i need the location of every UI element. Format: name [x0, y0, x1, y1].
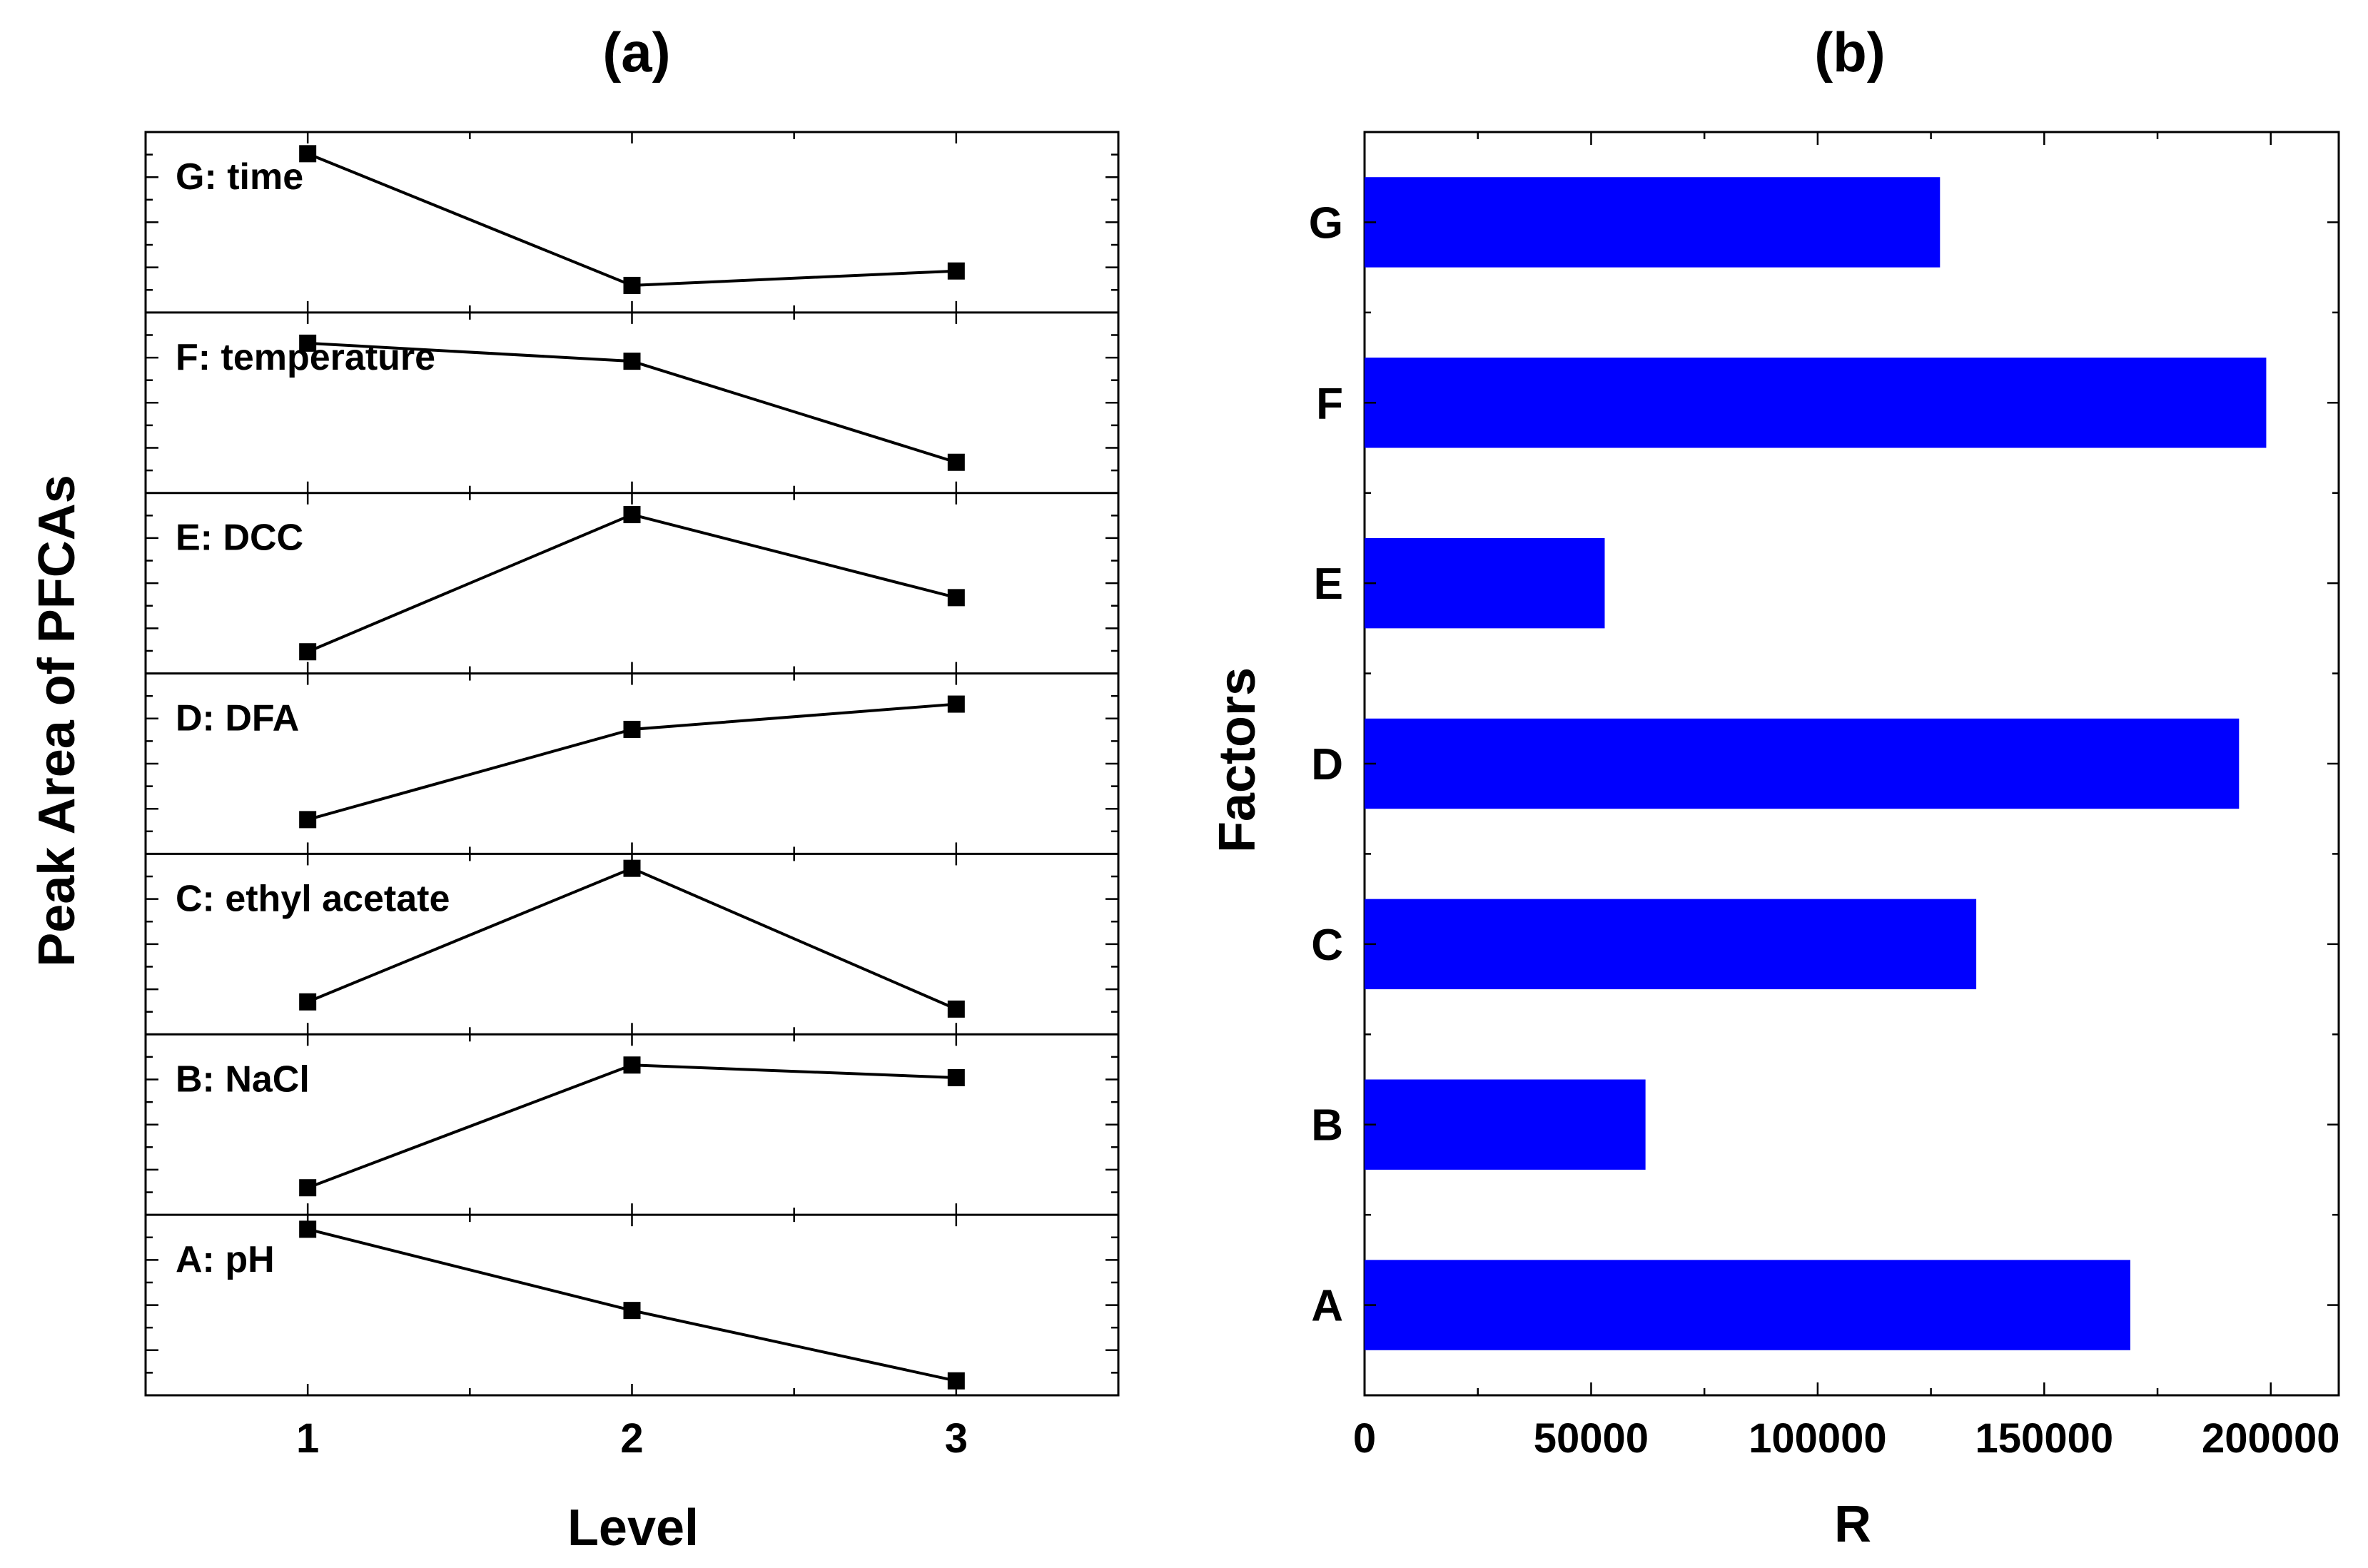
bar-F — [1365, 358, 2267, 448]
panel-a-x-axis-title: Level — [567, 1499, 699, 1557]
category-label: C — [1311, 921, 1343, 970]
data-point — [623, 859, 641, 877]
data-point — [947, 262, 965, 280]
panel-a-y-axis-title: Peak Area of PFCAs — [29, 475, 86, 967]
series-line — [307, 1063, 956, 1190]
data-point — [299, 811, 317, 829]
data-point — [299, 1179, 317, 1197]
category-label: A — [1311, 1282, 1343, 1331]
data-point — [947, 589, 965, 607]
category-label: G — [1309, 198, 1343, 248]
factor-label: G: time — [176, 156, 303, 198]
data-point — [947, 1372, 965, 1390]
data-point — [947, 453, 965, 471]
data-point — [623, 720, 641, 738]
x-tick-label: 150000 — [1975, 1415, 2114, 1462]
bar-E — [1365, 537, 1605, 629]
series-line — [307, 152, 956, 287]
x-tick-label: 1 — [296, 1415, 319, 1462]
x-tick-label: 200000 — [2202, 1415, 2340, 1462]
factor-label: F: temperature — [176, 337, 435, 378]
data-point — [623, 1056, 641, 1074]
x-tick-label: 0 — [1353, 1415, 1376, 1462]
factor-label: C: ethyl acetate — [176, 878, 450, 919]
data-point — [947, 1000, 965, 1018]
bar-G — [1365, 177, 1941, 268]
bar-C — [1365, 899, 1977, 990]
factor-label: B: NaCl — [176, 1058, 310, 1100]
factor-label: A: pH — [176, 1239, 275, 1280]
data-point — [623, 506, 641, 524]
panel-b-title: (b) — [1814, 21, 1886, 84]
factor-label: E: DCC — [176, 517, 303, 559]
data-point — [299, 1220, 317, 1238]
panel-b-range-bars: G F E D C B A 0 50000 100000 150000 200000 — [1309, 131, 2340, 1462]
panel-b-x-axis-title: R — [1834, 1496, 1871, 1553]
category-label: F — [1316, 379, 1343, 428]
bar-B — [1365, 1079, 1646, 1170]
x-tick-label: 100000 — [1749, 1415, 1887, 1462]
x-tick-label: 2 — [620, 1415, 643, 1462]
data-point — [299, 993, 317, 1011]
category-label: D — [1311, 740, 1343, 789]
panel-b-y-axis-title: Factors — [1209, 667, 1266, 853]
data-point — [299, 643, 317, 661]
bar-D — [1365, 718, 2240, 809]
factor-label: D: DFA — [176, 698, 299, 739]
data-point — [299, 145, 317, 163]
x-tick-label: 3 — [945, 1415, 968, 1462]
series-line — [307, 512, 957, 654]
data-point — [947, 695, 965, 713]
data-point — [947, 1068, 965, 1086]
data-point — [623, 1302, 641, 1320]
data-point — [623, 353, 641, 370]
category-label: E — [1314, 560, 1343, 609]
category-label: B — [1311, 1101, 1343, 1150]
data-point — [299, 334, 317, 352]
data-point — [623, 276, 641, 294]
panel-a-level-plots: G: time F: temperature E: DCC D: DFA C: ethy… — [144, 131, 1120, 1462]
panel-a-title: (a) — [602, 21, 670, 84]
x-tick-label: 50000 — [1534, 1415, 1649, 1462]
bar-A — [1365, 1260, 2130, 1350]
